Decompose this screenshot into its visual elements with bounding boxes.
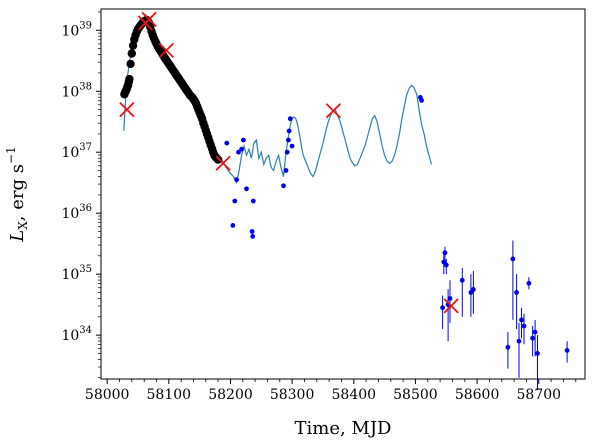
sparse-point bbox=[532, 329, 538, 335]
y-tick-label: 1039 bbox=[61, 20, 92, 39]
sparse-point bbox=[519, 317, 524, 323]
sparse-point bbox=[447, 296, 453, 301]
sparse-point bbox=[442, 250, 448, 256]
x-tick-label: 58500 bbox=[393, 387, 438, 403]
x-axis-label: Time, MJD bbox=[294, 418, 391, 439]
sparse-point bbox=[287, 116, 293, 122]
x-tick-label: 58100 bbox=[147, 387, 192, 403]
y-axis-label: LX, erg s−1 bbox=[4, 146, 30, 242]
cross-marker bbox=[325, 103, 342, 119]
sparse-point bbox=[530, 335, 535, 341]
svg-text:LX, erg s−1: LX, erg s−1 bbox=[4, 146, 30, 242]
dense-point bbox=[213, 155, 223, 164]
plot-frame bbox=[100, 8, 586, 380]
sparse-point bbox=[514, 290, 519, 295]
sparse-point bbox=[564, 348, 570, 353]
cross-marker bbox=[158, 42, 175, 59]
sparse-points-layer bbox=[224, 95, 570, 356]
sparse-point bbox=[232, 198, 238, 204]
sparse-point bbox=[526, 280, 532, 286]
sparse-point bbox=[286, 137, 291, 143]
crosses-layer bbox=[119, 11, 459, 314]
x-tick-label: 58200 bbox=[208, 387, 253, 403]
dense-point bbox=[127, 49, 136, 58]
sparse-point bbox=[284, 149, 290, 155]
y-label-sup: −1 bbox=[4, 146, 18, 164]
x-tick-label: 58400 bbox=[332, 387, 377, 403]
sparse-point bbox=[505, 344, 511, 350]
sparse-point bbox=[239, 146, 245, 152]
sparse-point bbox=[241, 137, 246, 143]
sparse-point bbox=[286, 128, 292, 134]
y-tick-label: 1037 bbox=[61, 142, 92, 161]
sparse-point bbox=[244, 186, 249, 192]
sparse-point bbox=[459, 277, 465, 283]
error-bars-layer bbox=[442, 240, 568, 390]
dense-points-layer bbox=[120, 15, 223, 164]
cross-marker bbox=[443, 298, 459, 314]
y-tick-label: 1038 bbox=[61, 81, 92, 100]
sparse-point bbox=[249, 229, 255, 234]
sparse-point bbox=[471, 287, 476, 292]
y-label-unit: , erg s bbox=[7, 164, 28, 221]
sparse-point bbox=[510, 256, 516, 262]
x-tick-label: 58600 bbox=[455, 387, 500, 403]
y-tick-label: 1036 bbox=[61, 203, 92, 222]
sparse-point bbox=[516, 338, 522, 344]
x-axis-ticks: 58000 58100 58200 58300 58400 58500 58600 58700 bbox=[85, 379, 577, 403]
x-tick-label: 58000 bbox=[85, 387, 130, 403]
sparse-point bbox=[234, 177, 240, 183]
y-label-sub: X bbox=[16, 221, 30, 230]
sparse-point bbox=[236, 149, 241, 155]
sparse-point bbox=[281, 183, 286, 189]
sparse-point bbox=[443, 262, 449, 268]
sparse-point bbox=[230, 223, 236, 228]
cross-marker bbox=[141, 11, 157, 28]
dense-point bbox=[125, 74, 134, 84]
y-axis-ticks: 1034 1035 1036 1037 1038 1039 bbox=[61, 11, 101, 379]
y-tick-label: 1035 bbox=[61, 264, 92, 283]
cross-marker bbox=[119, 101, 135, 118]
dense-point bbox=[126, 59, 135, 69]
sparse-point bbox=[535, 351, 540, 356]
sparse-point bbox=[250, 234, 256, 239]
sparse-point bbox=[283, 168, 289, 173]
y-label-main: L bbox=[7, 230, 28, 243]
x-tick-label: 58300 bbox=[270, 387, 315, 403]
sparse-point bbox=[289, 143, 295, 149]
sparse-point bbox=[250, 198, 256, 204]
model-curve-layer bbox=[123, 13, 433, 185]
model-curve bbox=[123, 13, 433, 185]
y-tick-label: 1034 bbox=[61, 325, 92, 344]
sparse-point bbox=[419, 98, 424, 103]
sparse-point bbox=[224, 140, 230, 146]
cross-marker bbox=[215, 155, 231, 171]
x-tick-label: 58700 bbox=[517, 387, 562, 403]
sparse-point bbox=[440, 305, 445, 311]
sparse-point bbox=[521, 323, 527, 329]
